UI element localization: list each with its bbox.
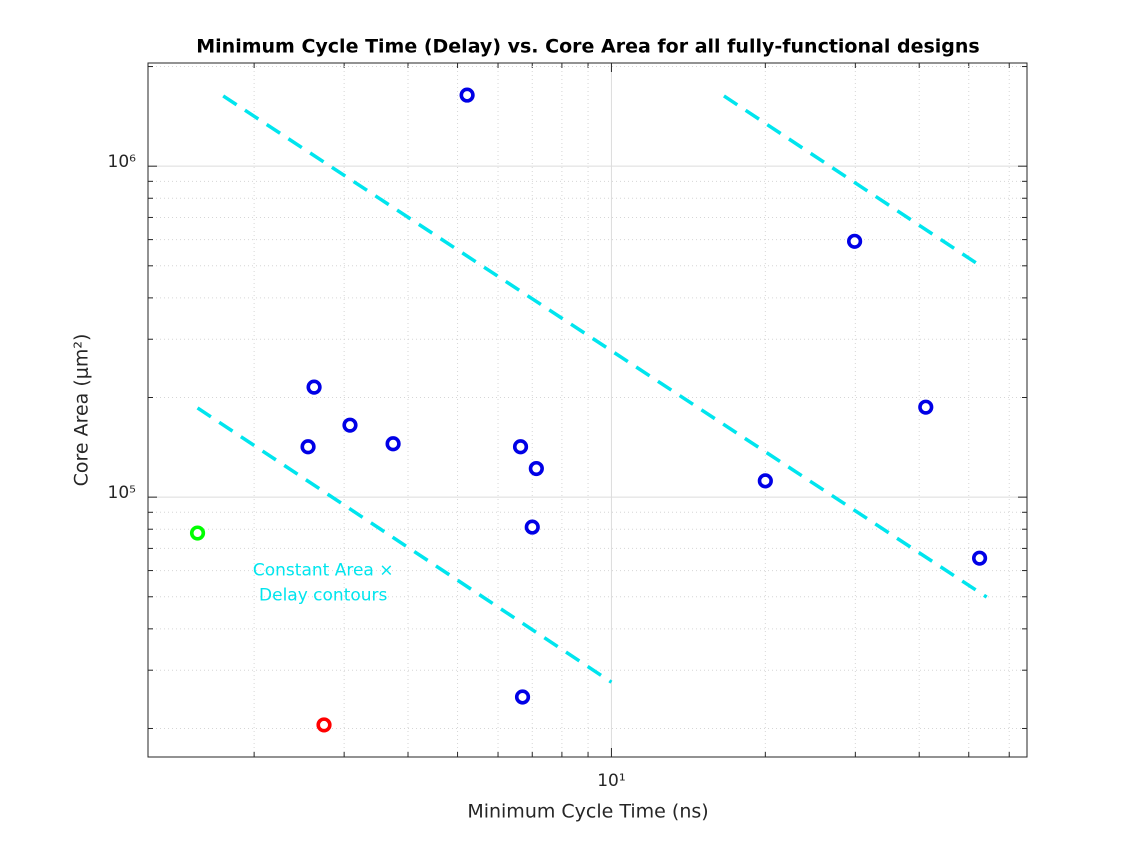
axes-box: [147, 62, 1028, 758]
x-tick-label: 10¹: [597, 771, 625, 791]
contour-line: [196, 406, 613, 684]
y-tick-label: 10⁵: [108, 483, 136, 503]
chart-title: Minimum Cycle Time (Delay) vs. Core Area…: [196, 36, 979, 58]
point: [342, 417, 358, 433]
plot: Constant Area × Delay contours: [189, 87, 988, 733]
point: [757, 473, 773, 489]
point: [189, 525, 206, 541]
point: [385, 436, 401, 452]
point: [918, 399, 934, 415]
point: [524, 519, 540, 535]
x-axis-label: Minimum Cycle Time (ns): [467, 801, 708, 823]
y-tick-label: 10⁶: [108, 152, 137, 172]
point: [316, 717, 332, 733]
point: [847, 233, 863, 249]
point: [514, 689, 531, 705]
point: [971, 550, 988, 566]
point: [306, 379, 322, 395]
annotation: Delay contours: [259, 586, 388, 606]
y-axis-label: Core Area (μm²): [71, 334, 93, 487]
annotation: Constant Area ×: [253, 561, 394, 581]
point: [528, 460, 544, 477]
point: [512, 439, 529, 455]
point: [459, 87, 475, 103]
point: [300, 439, 316, 455]
contour-line: [222, 94, 988, 599]
